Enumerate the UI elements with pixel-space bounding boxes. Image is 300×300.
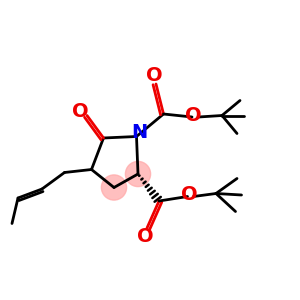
Text: O: O [185, 106, 202, 125]
Text: O: O [146, 66, 163, 85]
Circle shape [101, 175, 127, 200]
Circle shape [125, 161, 151, 187]
Text: O: O [181, 185, 197, 205]
Text: O: O [137, 227, 154, 247]
Text: N: N [131, 123, 148, 142]
Text: O: O [72, 102, 89, 122]
